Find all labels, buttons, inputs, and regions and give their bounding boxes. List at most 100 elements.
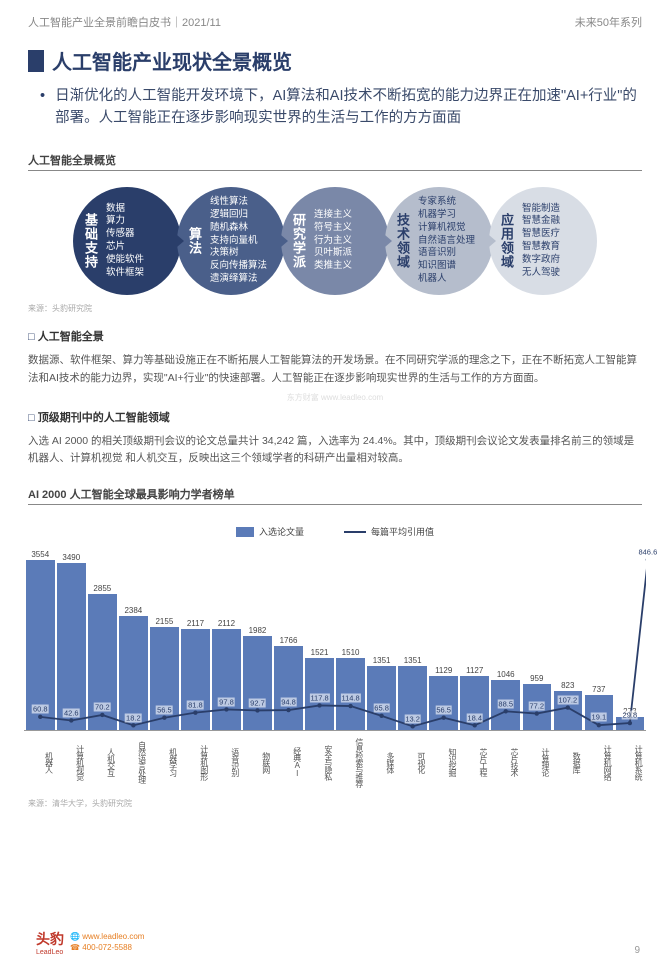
concept-circle: 基础支持数据算力传感器芯片使能软件软件框架: [73, 187, 181, 295]
bar-value: 3490: [62, 553, 80, 562]
footer-phone: ☎ 400-072-5588: [70, 943, 144, 953]
bar-value: 2112: [218, 619, 235, 628]
section1-text: 数据源、软件框架、算力等基础设施正在不断拓展人工智能算法的开发场景。在不同研究学…: [0, 350, 670, 396]
circle-items: 线性算法逻辑回归随机森林支持向量机决策树反向传播算法遗演绎算法: [204, 196, 285, 286]
bullet-icon: •: [40, 85, 45, 130]
bar-value: 1351: [404, 656, 422, 665]
circle-items: 数据算力传感器芯片使能软件软件框架: [100, 203, 181, 280]
legend-bar: 入选论文量: [236, 525, 304, 538]
x-label: 经典AI: [274, 734, 303, 790]
x-label: 信息检索与推荐: [336, 734, 365, 790]
bar-column: 2117: [181, 619, 210, 730]
circles-diagram: 基础支持数据算力传感器芯片使能软件软件框架算法线性算法逻辑回归随机森林支持向量机…: [0, 181, 670, 299]
bar-column: 1510: [336, 648, 365, 730]
x-label: 自然语言处理: [119, 734, 148, 790]
x-label: 机器学习: [150, 734, 179, 790]
line-value: 29.8: [622, 711, 639, 720]
bar-value: 3554: [31, 550, 49, 559]
doc-title: 人工智能产业全景前瞻白皮书｜2021/11: [28, 14, 221, 30]
line-value: 60.8: [32, 705, 49, 714]
subtitle-text: 日渐优化的人工智能开发环境下，AI算法和AI技术不断拓宽的能力边界正在加速"AI…: [55, 85, 642, 130]
line-value: 56.5: [435, 706, 452, 715]
x-label: 可视化: [398, 734, 427, 790]
x-label: 计算机图形: [181, 734, 210, 790]
x-label: 计算机视觉: [57, 734, 86, 790]
bar: [460, 676, 489, 730]
line-value: 117.8: [309, 693, 329, 702]
line-value: 88.5: [497, 699, 514, 708]
bar-value: 1521: [311, 648, 329, 657]
line-value: 18.4: [466, 713, 483, 722]
x-label: 多媒体: [367, 734, 396, 790]
bar: [367, 666, 396, 731]
arrow-icon: [281, 235, 288, 247]
x-label: 芯片技术: [491, 734, 520, 790]
circle-items: 连接主义符号主义行为主义贝叶斯派类推主义: [308, 209, 389, 273]
bar-column: 1766: [274, 636, 303, 730]
legend-line: 每篇平均引用值: [344, 525, 434, 538]
bar: [150, 627, 179, 730]
line-value: 77.2: [528, 701, 545, 710]
bar-column: 1129: [429, 666, 458, 730]
line-value: 56.5: [156, 706, 173, 715]
footer-url: 🌐 www.leadleo.com: [70, 932, 144, 942]
bar-column: 737: [585, 685, 614, 730]
page-title: 人工智能产业现状全景概览: [52, 46, 292, 75]
bar-column: 1521: [305, 648, 334, 731]
x-label: 芯片工程: [460, 734, 489, 790]
bar: [243, 636, 272, 731]
bar-column: 1351: [367, 656, 396, 731]
bar-value: 1510: [342, 648, 360, 657]
arrow-icon: [177, 235, 184, 247]
line-value: 19.1: [591, 713, 608, 722]
bar-value: 1129: [435, 666, 452, 675]
line-value: 65.8: [373, 704, 390, 713]
x-label: 计算理论: [523, 734, 552, 790]
bar-value: 2384: [124, 606, 142, 615]
circle-label: 基础支持: [73, 213, 100, 269]
x-label: 机器人: [26, 734, 55, 790]
title-accent: [28, 50, 44, 72]
bar-column: 1982: [243, 626, 272, 731]
x-label: 物联网: [243, 734, 272, 790]
bar-line-chart: 入选论文量 每篇平均引用值 35543490285523842155211721…: [0, 515, 670, 794]
section1-heading: 人工智能全景: [0, 322, 670, 350]
source-note-2: 来源：清华大学，头豹研究院: [0, 794, 670, 817]
circle-items: 专家系统机器学习计算机视觉自然语言处理语音识别知识图谱机器人: [412, 196, 493, 286]
bar-value: 1766: [280, 636, 298, 645]
x-label: 语音识别: [212, 734, 241, 790]
bar: [181, 629, 210, 730]
watermark: 东方财富 www.leadleo.com: [0, 392, 670, 403]
bar-column: 3554: [26, 550, 55, 730]
bar-column: 2384: [119, 606, 148, 730]
line-value: 70.2: [94, 703, 111, 712]
line-value: 114.8: [340, 694, 360, 703]
bar-value: 737: [592, 685, 605, 694]
arrow-icon: [489, 235, 496, 247]
bar-value: 959: [530, 674, 543, 683]
bar: [274, 646, 303, 730]
bar-column: 3490: [57, 553, 86, 730]
x-label: 计算机网络: [585, 734, 614, 790]
line-value: 81.8: [187, 700, 204, 709]
x-label: 人机交互: [88, 734, 117, 790]
line-value: 97.8: [218, 697, 235, 706]
x-label: 数据库: [554, 734, 583, 790]
bar-column: 823: [554, 681, 583, 730]
chart-label: AI 2000 人工智能全球最具影响力学者榜单: [28, 486, 642, 505]
line-value: 846.6: [637, 547, 658, 556]
overview-label: 人工智能全景概览: [28, 152, 642, 171]
bar-value: 2855: [93, 584, 111, 593]
section2-heading: 顶级期刊中的人工智能领域: [0, 403, 670, 431]
bar-column: 2112: [212, 619, 241, 730]
line-value: 92.7: [249, 698, 266, 707]
line-value: 13.2: [404, 714, 421, 723]
line-value: 42.6: [63, 708, 80, 717]
line-value: 94.8: [280, 698, 297, 707]
circle-items: 智能制造智慧金融智慧医疗智慧教育数字政府无人驾驶: [516, 203, 597, 280]
bar: [429, 676, 458, 730]
bar-value: 2117: [187, 619, 204, 628]
concept-circle: 算法线性算法逻辑回归随机森林支持向量机决策树反向传播算法遗演绎算法: [177, 187, 285, 295]
concept-circle: 研究学派连接主义符号主义行为主义贝叶斯派类推主义: [281, 187, 389, 295]
line-value: 18.2: [125, 713, 142, 722]
